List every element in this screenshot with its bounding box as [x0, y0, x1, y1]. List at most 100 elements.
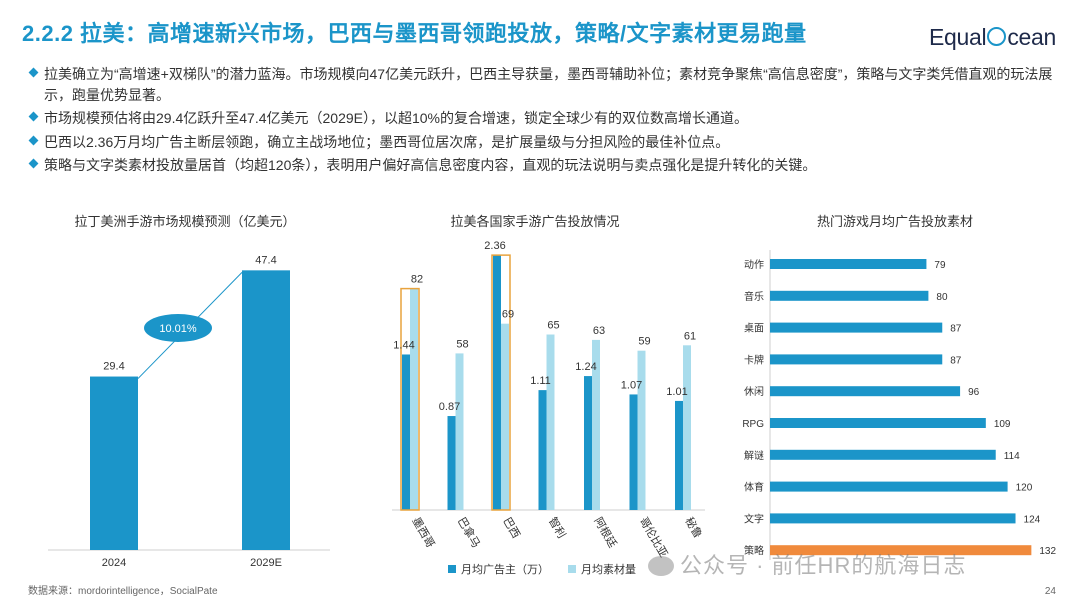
data-label-creatives: 59 [638, 336, 650, 348]
bar-2024 [90, 376, 138, 550]
tick-label: 智利 [546, 515, 569, 541]
bar-策略 [770, 545, 1032, 556]
tick-label: 音乐 [744, 290, 764, 303]
data-label-advertisers: 1.07 [621, 379, 642, 391]
data-label-advertisers: 2.36 [484, 240, 505, 252]
data-label: 80 [936, 292, 948, 303]
data-label: 124 [1024, 514, 1041, 525]
tick-label: 解谜 [744, 449, 764, 462]
bar-动作 [770, 259, 927, 269]
data-label-creatives: 82 [411, 274, 423, 286]
legend-label-advertisers: 月均广告主（万） [461, 563, 549, 576]
tick-label: 巴拿马 [455, 515, 484, 551]
watermark: 公众号 · 前任HR的航海日志 [648, 548, 966, 580]
bullet-item: 拉美确立为“高增速+双梯队”的潜力蓝海。市场规模向47亿美元跃升，巴西主导获量，… [28, 64, 1060, 105]
chart2-title: 拉美各国家手游广告投放情况 [450, 214, 620, 229]
logo-ring-icon [987, 27, 1007, 46]
legend-swatch-creatives [568, 565, 576, 573]
data-label-creatives: 58 [456, 338, 468, 350]
bar-解谜 [770, 449, 996, 460]
bar-advertisers-秘鲁 [675, 400, 683, 510]
chart3-title: 热门游戏月均广告投放素材 [816, 214, 973, 229]
tick-label: 动作 [744, 259, 764, 271]
bar-RPG [770, 418, 986, 428]
data-label: 96 [968, 387, 980, 398]
data-label: 114 [1004, 451, 1020, 462]
diamond-bullet-icon [28, 158, 39, 169]
bar-creatives-巴拿马 [455, 353, 464, 510]
legend-label-creatives: 月均素材量 [581, 562, 636, 576]
legend-swatch-advertisers [448, 565, 456, 573]
data-label-advertisers: 1.11 [530, 375, 551, 387]
tick-label: 巴西 [500, 516, 521, 541]
tick-label: 2029E [250, 557, 282, 569]
diamond-bullet-icon [28, 135, 39, 145]
data-label: 47.4 [255, 254, 276, 266]
tick-label: 秘鲁 [682, 515, 705, 541]
bullet-list: 拉美确立为“高增速+双梯队”的潜力蓝海。市场规模向47亿美元跃升，巴西主导获量，… [28, 64, 1060, 179]
data-label: 29.4 [103, 361, 124, 373]
bar-advertisers-巴西 [493, 255, 501, 510]
bar-advertisers-阿根廷 [584, 376, 592, 510]
data-label: 79 [934, 260, 946, 271]
genre-creative-chart: 动作 79 音乐 80 桌面 87 卡牌 87 休闲 96 RPG 109 解谜 114 体育 120 文字 12… [742, 250, 1056, 560]
tick-label: 墨西哥 [409, 515, 437, 550]
bar-creatives-墨西哥 [410, 288, 418, 510]
bar-休闲 [770, 386, 961, 397]
tick-label: RPG [742, 419, 764, 430]
diamond-bullet-icon [28, 111, 39, 122]
bar-体育 [770, 481, 1008, 492]
bar-音乐 [770, 290, 929, 301]
bar-creatives-哥伦比亚 [637, 350, 646, 510]
bar-creatives-秘鲁 [683, 345, 691, 510]
tick-label: 体育 [744, 481, 764, 494]
data-label: 87 [950, 355, 962, 366]
page-number: 24 [1044, 586, 1056, 597]
diamond-bullet-icon [28, 67, 39, 78]
data-label: 132 [1039, 546, 1056, 557]
bullet-item: 巴西以2.36万月均广告主断层领跑，确立主战场地位；墨西哥位居次席，是扩展量级与… [28, 132, 1060, 153]
highlight-frame-巴西 [491, 254, 511, 511]
data-label-advertisers: 1.01 [666, 386, 687, 398]
wechat-icon [648, 556, 674, 576]
data-label: 120 [1016, 483, 1033, 494]
country-ad-chart: 1.44 82 墨西哥 0.87 58 巴拿马 2.36 69 巴西 1.11 65 智利 1.24 63… [392, 240, 706, 576]
bar-advertisers-墨西哥 [402, 354, 410, 510]
bar-creatives-巴西 [501, 323, 509, 510]
data-source: 数据来源：mordorintelligence，SocialPate [28, 586, 218, 597]
bar-文字 [770, 513, 1016, 524]
bar-advertisers-智利 [538, 390, 547, 510]
data-label-advertisers: 1.24 [575, 361, 596, 373]
bar-桌面 [770, 322, 943, 333]
tick-label: 桌面 [744, 322, 764, 335]
data-label-advertisers: 0.87 [439, 401, 460, 413]
page-title: 2.2.2 拉美：高增速新兴市场，巴西与墨西哥领跑投放，策略/文字素材更易跑量 [22, 21, 807, 46]
equalocean-logo: Equal cean [928, 24, 1056, 50]
bar-creatives-智利 [546, 334, 555, 510]
tick-label: 卡牌 [744, 353, 764, 366]
bar-2029E [242, 270, 290, 550]
tick-label: 策略 [744, 544, 764, 557]
data-label-creatives: 61 [684, 330, 696, 342]
data-label: 109 [994, 419, 1011, 430]
bar-creatives-阿根廷 [592, 339, 600, 510]
market-size-chart: 29.4 2024 47.4 2029E 10.01% [48, 254, 330, 569]
tick-label: 阿根廷 [591, 515, 620, 551]
data-label-creatives: 69 [502, 309, 514, 321]
bullet-item: 策略与文字类素材投放量居首（均超120条），表明用户偏好高信息密度内容，直观的玩… [28, 155, 1060, 176]
bullet-item: 市场规模预估将由29.4亿跃升至47.4亿美元（2029E），以超10%的复合增… [28, 108, 1060, 129]
tick-label: 文字 [744, 512, 764, 525]
bar-卡牌 [770, 354, 943, 365]
cagr-label: 10.01% [159, 323, 197, 335]
bar-advertisers-巴拿马 [447, 416, 456, 510]
data-label-advertisers: 1.44 [393, 339, 414, 351]
data-label-creatives: 65 [547, 320, 559, 332]
bar-advertisers-哥伦比亚 [629, 394, 638, 510]
tick-label: 休闲 [744, 385, 764, 398]
tick-label: 2024 [102, 557, 126, 569]
data-label-creatives: 63 [593, 325, 605, 337]
cagr-bubble [144, 314, 212, 342]
highlight-frame-墨西哥 [400, 287, 420, 511]
chart1-title: 拉丁美洲手游市场规模预测（亿美元） [74, 214, 296, 229]
data-label: 87 [950, 324, 962, 335]
